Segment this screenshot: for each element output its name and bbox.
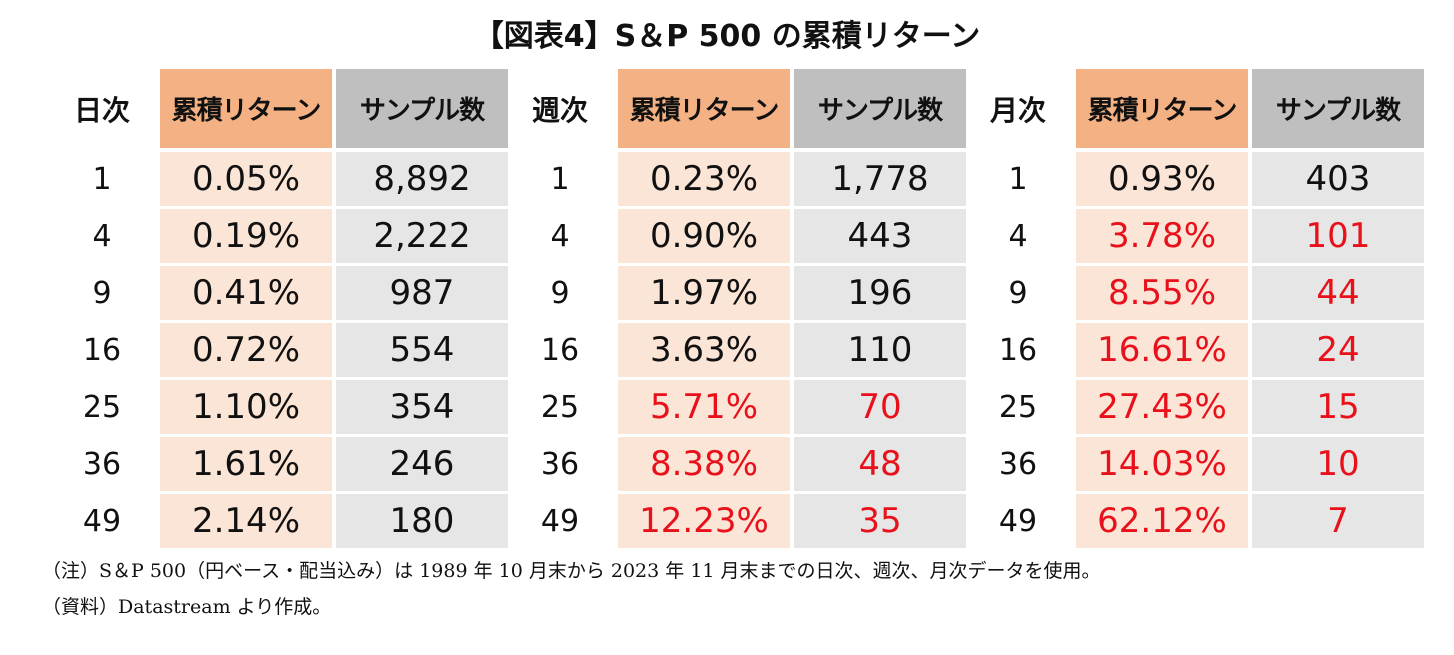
cell-samples: 8,892 bbox=[336, 152, 508, 206]
cell-return: 1.97% bbox=[618, 266, 790, 320]
cell-period: 1 bbox=[92, 161, 112, 197]
cell-period: 4 bbox=[92, 218, 112, 254]
cell-return: 1.10% bbox=[160, 380, 332, 434]
cell-period: 36 bbox=[82, 446, 122, 482]
cell-samples: 35 bbox=[794, 494, 966, 548]
daily-table: 日次 累積リターン サンプル数 1 0.05% 8,892 4 0.19% 2,222 9 0.41… bbox=[48, 69, 508, 548]
cell-samples: 2,222 bbox=[336, 209, 508, 263]
cell-period: 25 bbox=[540, 389, 580, 425]
cell-period: 16 bbox=[998, 332, 1038, 368]
weekly-table: 週次 累積リターン サンプル数 1 0.23% 1,778 4 0.90% 443 9 1.97% 1… bbox=[506, 69, 966, 548]
cell-samples: 15 bbox=[1252, 380, 1424, 434]
cell-samples: 246 bbox=[336, 437, 508, 491]
cell-return: 27.43% bbox=[1076, 380, 1248, 434]
cell-return: 12.23% bbox=[618, 494, 790, 548]
cell-samples: 987 bbox=[336, 266, 508, 320]
cell-return: 0.19% bbox=[160, 209, 332, 263]
monthly-table: 月次 累積リターン サンプル数 1 0.93% 403 4 3.78% 101 9 8.55% 44 1… bbox=[964, 69, 1424, 548]
cell-period: 49 bbox=[82, 503, 122, 539]
cell-samples: 48 bbox=[794, 437, 966, 491]
cell-return: 3.63% bbox=[618, 323, 790, 377]
cell-samples: 10 bbox=[1252, 437, 1424, 491]
cell-return: 16.61% bbox=[1076, 323, 1248, 377]
cell-return: 5.71% bbox=[618, 380, 790, 434]
header-return: 累積リターン bbox=[1076, 69, 1248, 148]
header-samples: サンプル数 bbox=[336, 69, 508, 148]
cell-return: 0.23% bbox=[618, 152, 790, 206]
cell-period: 1 bbox=[550, 161, 570, 197]
cell-samples: 554 bbox=[336, 323, 508, 377]
header-return: 累積リターン bbox=[160, 69, 332, 148]
cell-period: 4 bbox=[550, 218, 570, 254]
cell-samples: 354 bbox=[336, 380, 508, 434]
cell-period: 4 bbox=[1008, 218, 1028, 254]
header-samples: サンプル数 bbox=[1252, 69, 1424, 148]
cell-samples: 443 bbox=[794, 209, 966, 263]
cell-samples: 1,778 bbox=[794, 152, 966, 206]
cell-samples: 196 bbox=[794, 266, 966, 320]
cell-return: 0.05% bbox=[160, 152, 332, 206]
cell-return: 0.90% bbox=[618, 209, 790, 263]
cell-period: 49 bbox=[540, 503, 580, 539]
cell-return: 62.12% bbox=[1076, 494, 1248, 548]
footnote: （注）S＆P 500（円ベース・配当込み）は 1989 年 10 月末から 20… bbox=[42, 560, 1101, 582]
header-return: 累積リターン bbox=[618, 69, 790, 148]
cell-period: 9 bbox=[1008, 275, 1028, 311]
source-note: （資料）Datastream より作成。 bbox=[42, 596, 332, 618]
cell-return: 0.93% bbox=[1076, 152, 1248, 206]
cell-return: 2.14% bbox=[160, 494, 332, 548]
cell-return: 1.61% bbox=[160, 437, 332, 491]
cell-return: 8.55% bbox=[1076, 266, 1248, 320]
cell-period: 9 bbox=[92, 275, 112, 311]
cell-samples: 101 bbox=[1252, 209, 1424, 263]
header-label: 月次 bbox=[989, 93, 1046, 127]
cell-period: 16 bbox=[82, 332, 122, 368]
cell-return: 0.72% bbox=[160, 323, 332, 377]
cell-period: 1 bbox=[1008, 161, 1028, 197]
cell-samples: 70 bbox=[794, 380, 966, 434]
cell-samples: 24 bbox=[1252, 323, 1424, 377]
header-samples: サンプル数 bbox=[794, 69, 966, 148]
cell-period: 25 bbox=[998, 389, 1038, 425]
cell-samples: 7 bbox=[1252, 494, 1424, 548]
cell-period: 36 bbox=[998, 446, 1038, 482]
cell-return: 8.38% bbox=[618, 437, 790, 491]
header-label: 週次 bbox=[531, 93, 588, 127]
cell-samples: 110 bbox=[794, 323, 966, 377]
cell-samples: 403 bbox=[1252, 152, 1424, 206]
cell-return: 0.41% bbox=[160, 266, 332, 320]
header-label: 日次 bbox=[73, 93, 130, 127]
cell-period: 16 bbox=[540, 332, 580, 368]
cell-period: 9 bbox=[550, 275, 570, 311]
cell-samples: 44 bbox=[1252, 266, 1424, 320]
cell-period: 25 bbox=[82, 389, 122, 425]
cell-return: 14.03% bbox=[1076, 437, 1248, 491]
cell-samples: 180 bbox=[336, 494, 508, 548]
cell-period: 36 bbox=[540, 446, 580, 482]
chart-title: 【図表4】S＆P 500 の累積リターン bbox=[473, 19, 981, 54]
cell-period: 49 bbox=[998, 503, 1038, 539]
cell-return: 3.78% bbox=[1076, 209, 1248, 263]
